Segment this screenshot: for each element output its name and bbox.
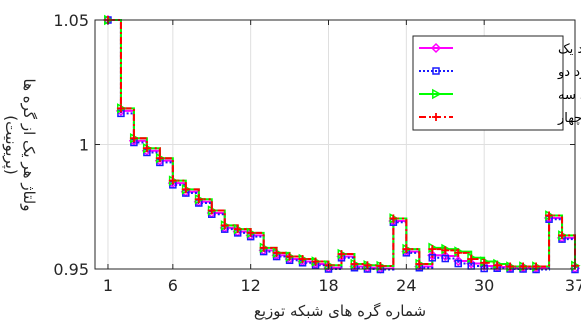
x-tick-label: 18 (318, 276, 338, 295)
data-point-triangle (432, 88, 442, 100)
y-tick-label: 1 (79, 136, 89, 155)
legend: مورد یک مورد دو مورد سه مورد چهار (412, 35, 581, 131)
x-tick-label: 12 (240, 276, 260, 295)
legend-label: مورد چهار (557, 111, 581, 126)
x-tick-label: 6 (168, 276, 178, 295)
x-axis-label: شماره گره های شبکه توزیع (254, 302, 426, 320)
data-point-diamond (440, 250, 451, 262)
x-tick-label: 37 (565, 276, 581, 295)
data-point-diamond (453, 255, 464, 267)
axis-ticks: 1 6 12 18 24 30 37 0.95 1 1.05 (53, 11, 581, 295)
legend-label: مورد سه (558, 88, 581, 103)
data-point-diamond (427, 250, 438, 261)
y-axis-label: ولتاژ هر یک از گره ها (20, 79, 38, 212)
data-point-square (454, 259, 462, 268)
data-point-square (441, 254, 450, 263)
y-tick-label: 1.05 (53, 11, 89, 30)
series-markers (102, 14, 581, 274)
data-point-square (432, 67, 440, 75)
y-axis-unit-label: (پریونیت) (1, 115, 20, 175)
x-tick-label: 30 (474, 276, 494, 295)
data-point-square (428, 254, 437, 262)
y-axis-label-group: ولتاژ هر یک از گره ها (پریونیت) (1, 79, 38, 212)
legend-label: مورد دو (557, 65, 581, 80)
legend-box (412, 35, 564, 131)
data-point-diamond (430, 42, 442, 54)
legend-label: مورد یک (558, 42, 581, 57)
x-tick-label: 1 (103, 276, 113, 295)
x-tick-label: 24 (396, 276, 416, 295)
y-tick-label: 0.95 (53, 260, 89, 279)
